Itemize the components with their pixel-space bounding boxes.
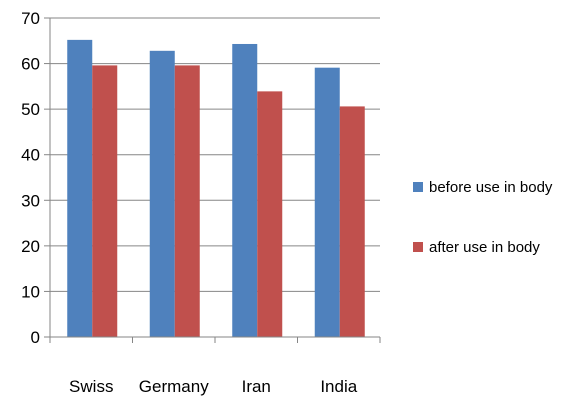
axes: 0 10 20 30 40 50 60 70 Swiss Germany Iran India	[21, 9, 381, 396]
bar-swiss-before	[67, 39, 93, 337]
bar-india-before	[314, 67, 340, 338]
legend-label-after: after use in body	[429, 238, 540, 256]
legend-swatch-before	[413, 182, 423, 192]
legend-swatch-after	[413, 242, 423, 252]
x-tick-label: Iran	[242, 377, 271, 396]
y-tick-label: 0	[31, 328, 40, 347]
legend-label-before: before use in body	[429, 178, 553, 196]
y-tick-label: 70	[21, 9, 40, 28]
x-tick-label: Germany	[139, 377, 209, 396]
bar-iran-before	[232, 43, 258, 338]
bar-swiss-after	[92, 65, 118, 337]
x-tick-label: India	[320, 377, 357, 396]
y-tick-label: 50	[21, 100, 40, 119]
bar-germany-after	[174, 65, 200, 337]
y-tick-label: 10	[21, 282, 40, 301]
bar-india-after	[339, 106, 365, 337]
bar-iran-after	[257, 91, 283, 338]
x-tick-label: Swiss	[69, 377, 113, 396]
legend-item-after: after use in body	[413, 236, 552, 258]
bar-germany-before	[149, 50, 175, 337]
y-tick-label: 40	[21, 146, 40, 165]
bars	[67, 39, 365, 338]
y-tick-label: 30	[21, 191, 40, 210]
legend: before use in body after use in body	[413, 176, 552, 296]
legend-item-before: before use in body	[413, 176, 552, 198]
y-tick-label: 60	[21, 55, 40, 74]
y-tick-label: 20	[21, 237, 40, 256]
